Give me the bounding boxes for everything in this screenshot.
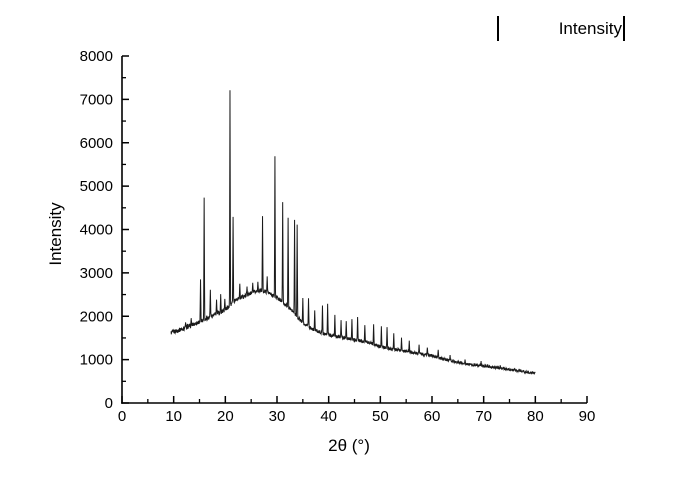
legend-line-sample-icon — [497, 16, 499, 41]
y-axis-title: Intensity — [46, 202, 65, 266]
x-tick-label: 60 — [424, 408, 441, 425]
x-tick-label: 10 — [165, 408, 182, 425]
y-tick-label: 6000 — [80, 135, 113, 152]
y-tick-label: 7000 — [80, 91, 113, 108]
legend-label: Intensity — [558, 19, 622, 38]
x-tick-label: 30 — [269, 408, 286, 425]
xrd-trace — [170, 90, 536, 376]
x-tick-label: 50 — [372, 408, 389, 425]
x-tick-label: 70 — [475, 408, 492, 425]
y-tick-label: 1000 — [80, 352, 113, 369]
x-tick-label: 20 — [217, 408, 234, 425]
y-tick-label: 5000 — [80, 178, 113, 195]
x-tick-label: 80 — [527, 408, 544, 425]
y-tick-label: 0 — [105, 395, 113, 412]
y-tick-label: 3000 — [80, 265, 113, 282]
y-tick-label: 8000 — [80, 48, 113, 65]
x-tick-label: 0 — [118, 408, 126, 425]
legend-end-bar-icon — [623, 16, 625, 41]
y-tick-label: 2000 — [80, 308, 113, 325]
legend: Intensity — [490, 12, 640, 44]
x-tick-label: 90 — [579, 408, 596, 425]
x-tick-label: 40 — [320, 408, 337, 425]
x-axis-title: 2θ (°) — [328, 436, 370, 455]
y-tick-label: 4000 — [80, 222, 113, 239]
